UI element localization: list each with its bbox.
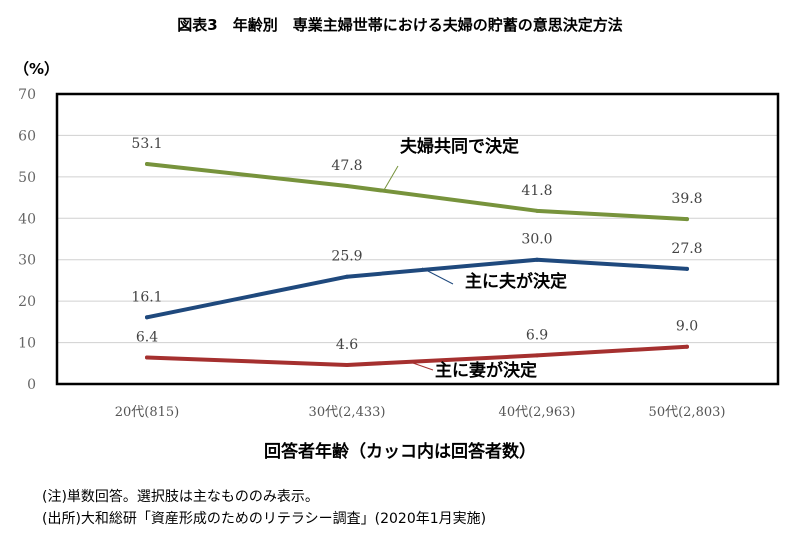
data-point [345, 274, 349, 279]
footnote: (注)単数回答。選択肢は主なもののみ表示。 [42, 489, 319, 505]
data-point [345, 362, 349, 367]
callout-line [409, 361, 434, 371]
series-line [145, 162, 689, 222]
data-label: 30.0 [521, 232, 552, 248]
y-tick-label: 0 [27, 377, 36, 393]
data-label: 16.1 [131, 289, 162, 305]
y-tick-label: 30 [18, 253, 36, 269]
data-label: 6.9 [526, 327, 548, 343]
data-point [685, 217, 689, 222]
y-tick-label: 50 [18, 170, 36, 186]
y-tick-label: 20 [18, 294, 36, 310]
data-point [535, 208, 539, 213]
y-axis-label: （%） [14, 60, 59, 78]
series-label: 主に妻が決定 [435, 360, 537, 381]
data-point [535, 257, 539, 262]
y-tick-label: 10 [18, 336, 36, 352]
y-tick-label: 40 [18, 211, 36, 227]
y-tick-label: 60 [18, 128, 36, 144]
data-label: 4.6 [336, 337, 358, 353]
source-note: (出所)大和総研「資産形成のためのリテラシー調査」(2020年1月実施) [42, 511, 487, 527]
data-point [685, 344, 689, 349]
x-axis-label: 回答者年齢（カッコ内は回答者数） [264, 441, 536, 462]
callout-line [421, 267, 454, 285]
data-point [345, 183, 349, 188]
x-tick-label: 20代(815) [115, 405, 180, 420]
series-label: 夫婦共同で決定 [400, 136, 519, 157]
y-tick-label: 70 [18, 87, 36, 103]
series-line [145, 344, 689, 367]
data-label: 41.8 [521, 183, 552, 199]
data-point [145, 162, 149, 167]
data-point [145, 355, 149, 360]
data-point [535, 353, 539, 358]
x-tick-label: 30代(2,433) [309, 405, 386, 420]
x-tick-label: 50代(2,803) [649, 405, 726, 420]
series-label: 主に夫が決定 [465, 271, 567, 292]
data-label: 6.4 [136, 329, 158, 345]
x-tick-label: 40代(2,963) [499, 405, 576, 420]
data-label: 9.0 [676, 319, 698, 335]
plot-area-border [55, 92, 780, 386]
data-label: 25.9 [331, 249, 362, 265]
data-point [145, 315, 149, 320]
data-label: 39.8 [671, 191, 702, 207]
data-label: 47.8 [331, 158, 362, 174]
chart-title: 図表3 年齢別 専業主婦世帯における夫婦の貯蓄の意思決定方法 [177, 16, 622, 34]
series-line [145, 257, 689, 320]
callout-line [383, 165, 399, 191]
data-label: 53.1 [131, 136, 162, 152]
data-point [685, 266, 689, 271]
data-label: 27.8 [671, 241, 702, 257]
